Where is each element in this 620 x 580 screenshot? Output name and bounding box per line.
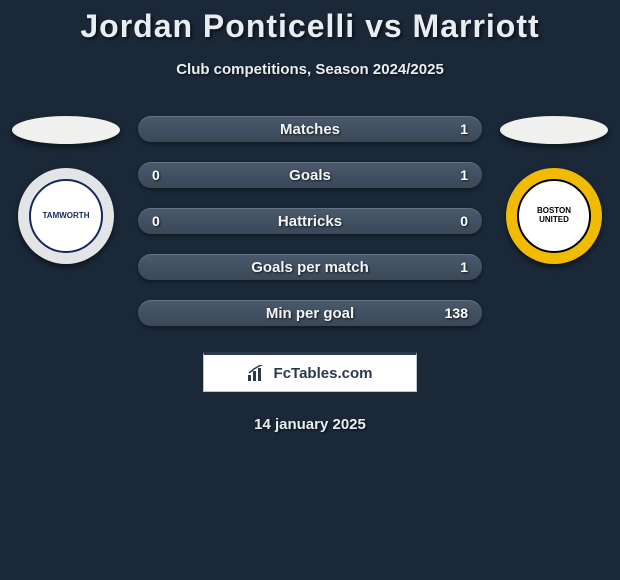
club-left-crest-label: TAMWORTH [29, 179, 103, 253]
club-left-column: TAMWORTH [12, 116, 120, 326]
stat-label: Matches [280, 121, 340, 138]
stat-right-value: 1 [460, 162, 468, 188]
stat-right-value: 1 [460, 254, 468, 280]
stat-row: Goals per match 1 [138, 254, 482, 280]
club-right-crest: BOSTON UNITED [506, 168, 602, 264]
club-right-column: BOSTON UNITED [500, 116, 608, 326]
stat-label: Min per goal [266, 305, 354, 322]
comparison-panel: TAMWORTH Matches 1 0 Goals 1 0 Hattricks… [0, 116, 620, 326]
stat-row: 0 Hattricks 0 [138, 208, 482, 234]
subtitle: Club competitions, Season 2024/2025 [0, 61, 620, 78]
stat-label: Hattricks [278, 213, 342, 230]
brand-footer: FcTables.com [203, 352, 417, 392]
stat-right-value: 138 [445, 300, 468, 326]
club-right-ellipse [500, 116, 608, 144]
stat-row: Matches 1 [138, 116, 482, 142]
brand-text: FcTables.com [274, 365, 373, 382]
stat-row: 0 Goals 1 [138, 162, 482, 188]
stat-right-value: 0 [460, 208, 468, 234]
page-title: Jordan Ponticelli vs Marriott [0, 0, 620, 45]
chart-icon [248, 365, 268, 381]
club-right-crest-label: BOSTON UNITED [517, 179, 591, 253]
stat-right-value: 1 [460, 116, 468, 142]
stat-left-value: 0 [152, 162, 160, 188]
club-left-ellipse [12, 116, 120, 144]
stat-label: Goals per match [251, 259, 369, 276]
stat-label: Goals [289, 167, 331, 184]
stat-bars: Matches 1 0 Goals 1 0 Hattricks 0 Goals … [138, 116, 482, 326]
stat-row: Min per goal 138 [138, 300, 482, 326]
club-left-crest: TAMWORTH [18, 168, 114, 264]
footer-date: 14 january 2025 [0, 416, 620, 433]
stat-left-value: 0 [152, 208, 160, 234]
